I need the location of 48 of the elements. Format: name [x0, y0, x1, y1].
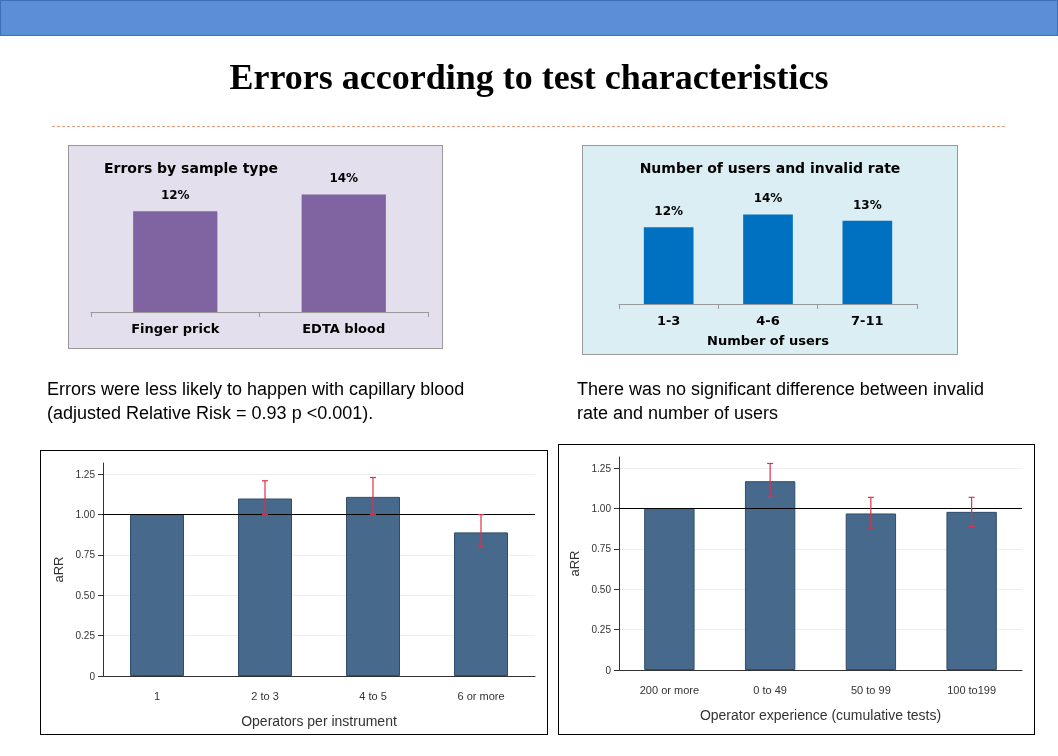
- x-tick-label: 1: [153, 689, 161, 702]
- x-tick-label: 50 to 99: [850, 683, 891, 696]
- text: There was no significant difference between invalid rate and number of users: [577, 378, 985, 425]
- chart-title: Errors by sample type: [104, 160, 279, 176]
- y-tick-label: 0.75: [591, 543, 612, 555]
- x-tick-label: EDTA blood: [302, 321, 386, 336]
- x-tick-label: 7-11: [851, 313, 884, 328]
- bar: [946, 511, 997, 670]
- y-tick-label: 1.00: [75, 509, 96, 521]
- text: Errors according to test characteristics: [228, 56, 830, 98]
- data-label: 14%: [753, 191, 783, 206]
- chart-title: Number of users and invalid rate: [639, 160, 901, 176]
- x-tick-label: 100 to199: [947, 683, 997, 696]
- y-tick-label: 0.25: [75, 630, 96, 642]
- y-tick-label: 0.50: [75, 589, 96, 601]
- data-label: 13%: [852, 197, 882, 212]
- x-tick-label: 0 to 49: [753, 683, 787, 696]
- x-tick-label: 4-6: [756, 313, 780, 328]
- y-tick-label: 0.50: [591, 583, 612, 595]
- y-axis-title: aRR: [566, 550, 582, 577]
- y-tick-label: 1.25: [591, 462, 612, 474]
- x-tick-label: Finger prick: [131, 321, 220, 336]
- y-tick-label: 0: [89, 670, 96, 682]
- x-tick-label: 2 to 3: [251, 689, 279, 702]
- bar: [744, 481, 796, 670]
- x-tick-label: 6 or more: [457, 689, 505, 702]
- x-tick-label: 4 to 5: [359, 689, 387, 702]
- y-tick-label: 1.00: [591, 503, 612, 515]
- y-axis-title: aRR: [50, 556, 66, 583]
- y-tick-label: 0.25: [591, 624, 612, 636]
- data-label: 14%: [329, 171, 359, 186]
- x-axis-title: Number of users: [707, 333, 830, 348]
- data-label: 12%: [160, 188, 190, 203]
- x-axis-title: Operator experience (cumulative tests): [699, 707, 942, 723]
- bar: [845, 513, 897, 670]
- bar: [346, 496, 400, 676]
- data-label: 12%: [654, 204, 684, 219]
- y-tick-label: 1.25: [75, 468, 96, 480]
- bar: [454, 532, 508, 676]
- bar: [644, 508, 695, 670]
- x-tick-label: 1-3: [656, 313, 681, 328]
- text: Errors were less likely to happen with capillary blood (adjusted Relative Risk = 0.93 p <0.001).: [47, 378, 466, 425]
- x-axis-title: Operators per instrument: [241, 713, 397, 729]
- bar: [130, 514, 184, 676]
- y-tick-label: 0.75: [75, 549, 96, 561]
- bar: [238, 498, 292, 676]
- y-tick-label: 0: [605, 664, 612, 676]
- x-tick-label: 200 or more: [639, 683, 700, 696]
